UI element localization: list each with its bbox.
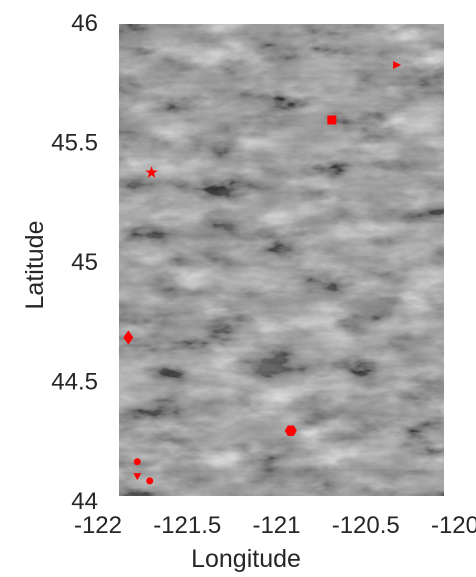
y-tick-label: 46 bbox=[71, 10, 98, 37]
x-tick-label: -120 bbox=[431, 512, 476, 539]
x-tick-label: -122 bbox=[74, 512, 122, 539]
data-point-hexagon bbox=[284, 425, 297, 436]
data-point-square bbox=[327, 115, 337, 125]
data-point-diamond bbox=[123, 330, 134, 345]
y-tick-label: 45 bbox=[71, 249, 98, 276]
data-point-star bbox=[145, 166, 158, 178]
data-point-triangle-down bbox=[133, 473, 142, 481]
data-point-circle bbox=[133, 458, 141, 466]
data-point-triangle-right bbox=[393, 61, 402, 70]
y-axis-ticks: 44 44.5 45 45.5 46 bbox=[51, 10, 98, 515]
x-tick-label: -120.5 bbox=[332, 512, 400, 539]
x-axis-ticks: -122 -121.5 -121 -120.5 -120 bbox=[74, 512, 476, 539]
y-axis-label: Latitude bbox=[21, 221, 49, 310]
x-axis-label: Longitude bbox=[191, 545, 301, 573]
y-tick-label: 45.5 bbox=[51, 130, 98, 157]
y-tick-label: 44 bbox=[71, 488, 98, 515]
x-tick-label: -121 bbox=[252, 512, 300, 539]
marker-layer bbox=[123, 61, 402, 485]
y-tick-label: 44.5 bbox=[51, 369, 98, 396]
x-tick-label: -121.5 bbox=[153, 512, 221, 539]
data-point-circle bbox=[146, 477, 154, 485]
relief-image bbox=[119, 24, 444, 496]
